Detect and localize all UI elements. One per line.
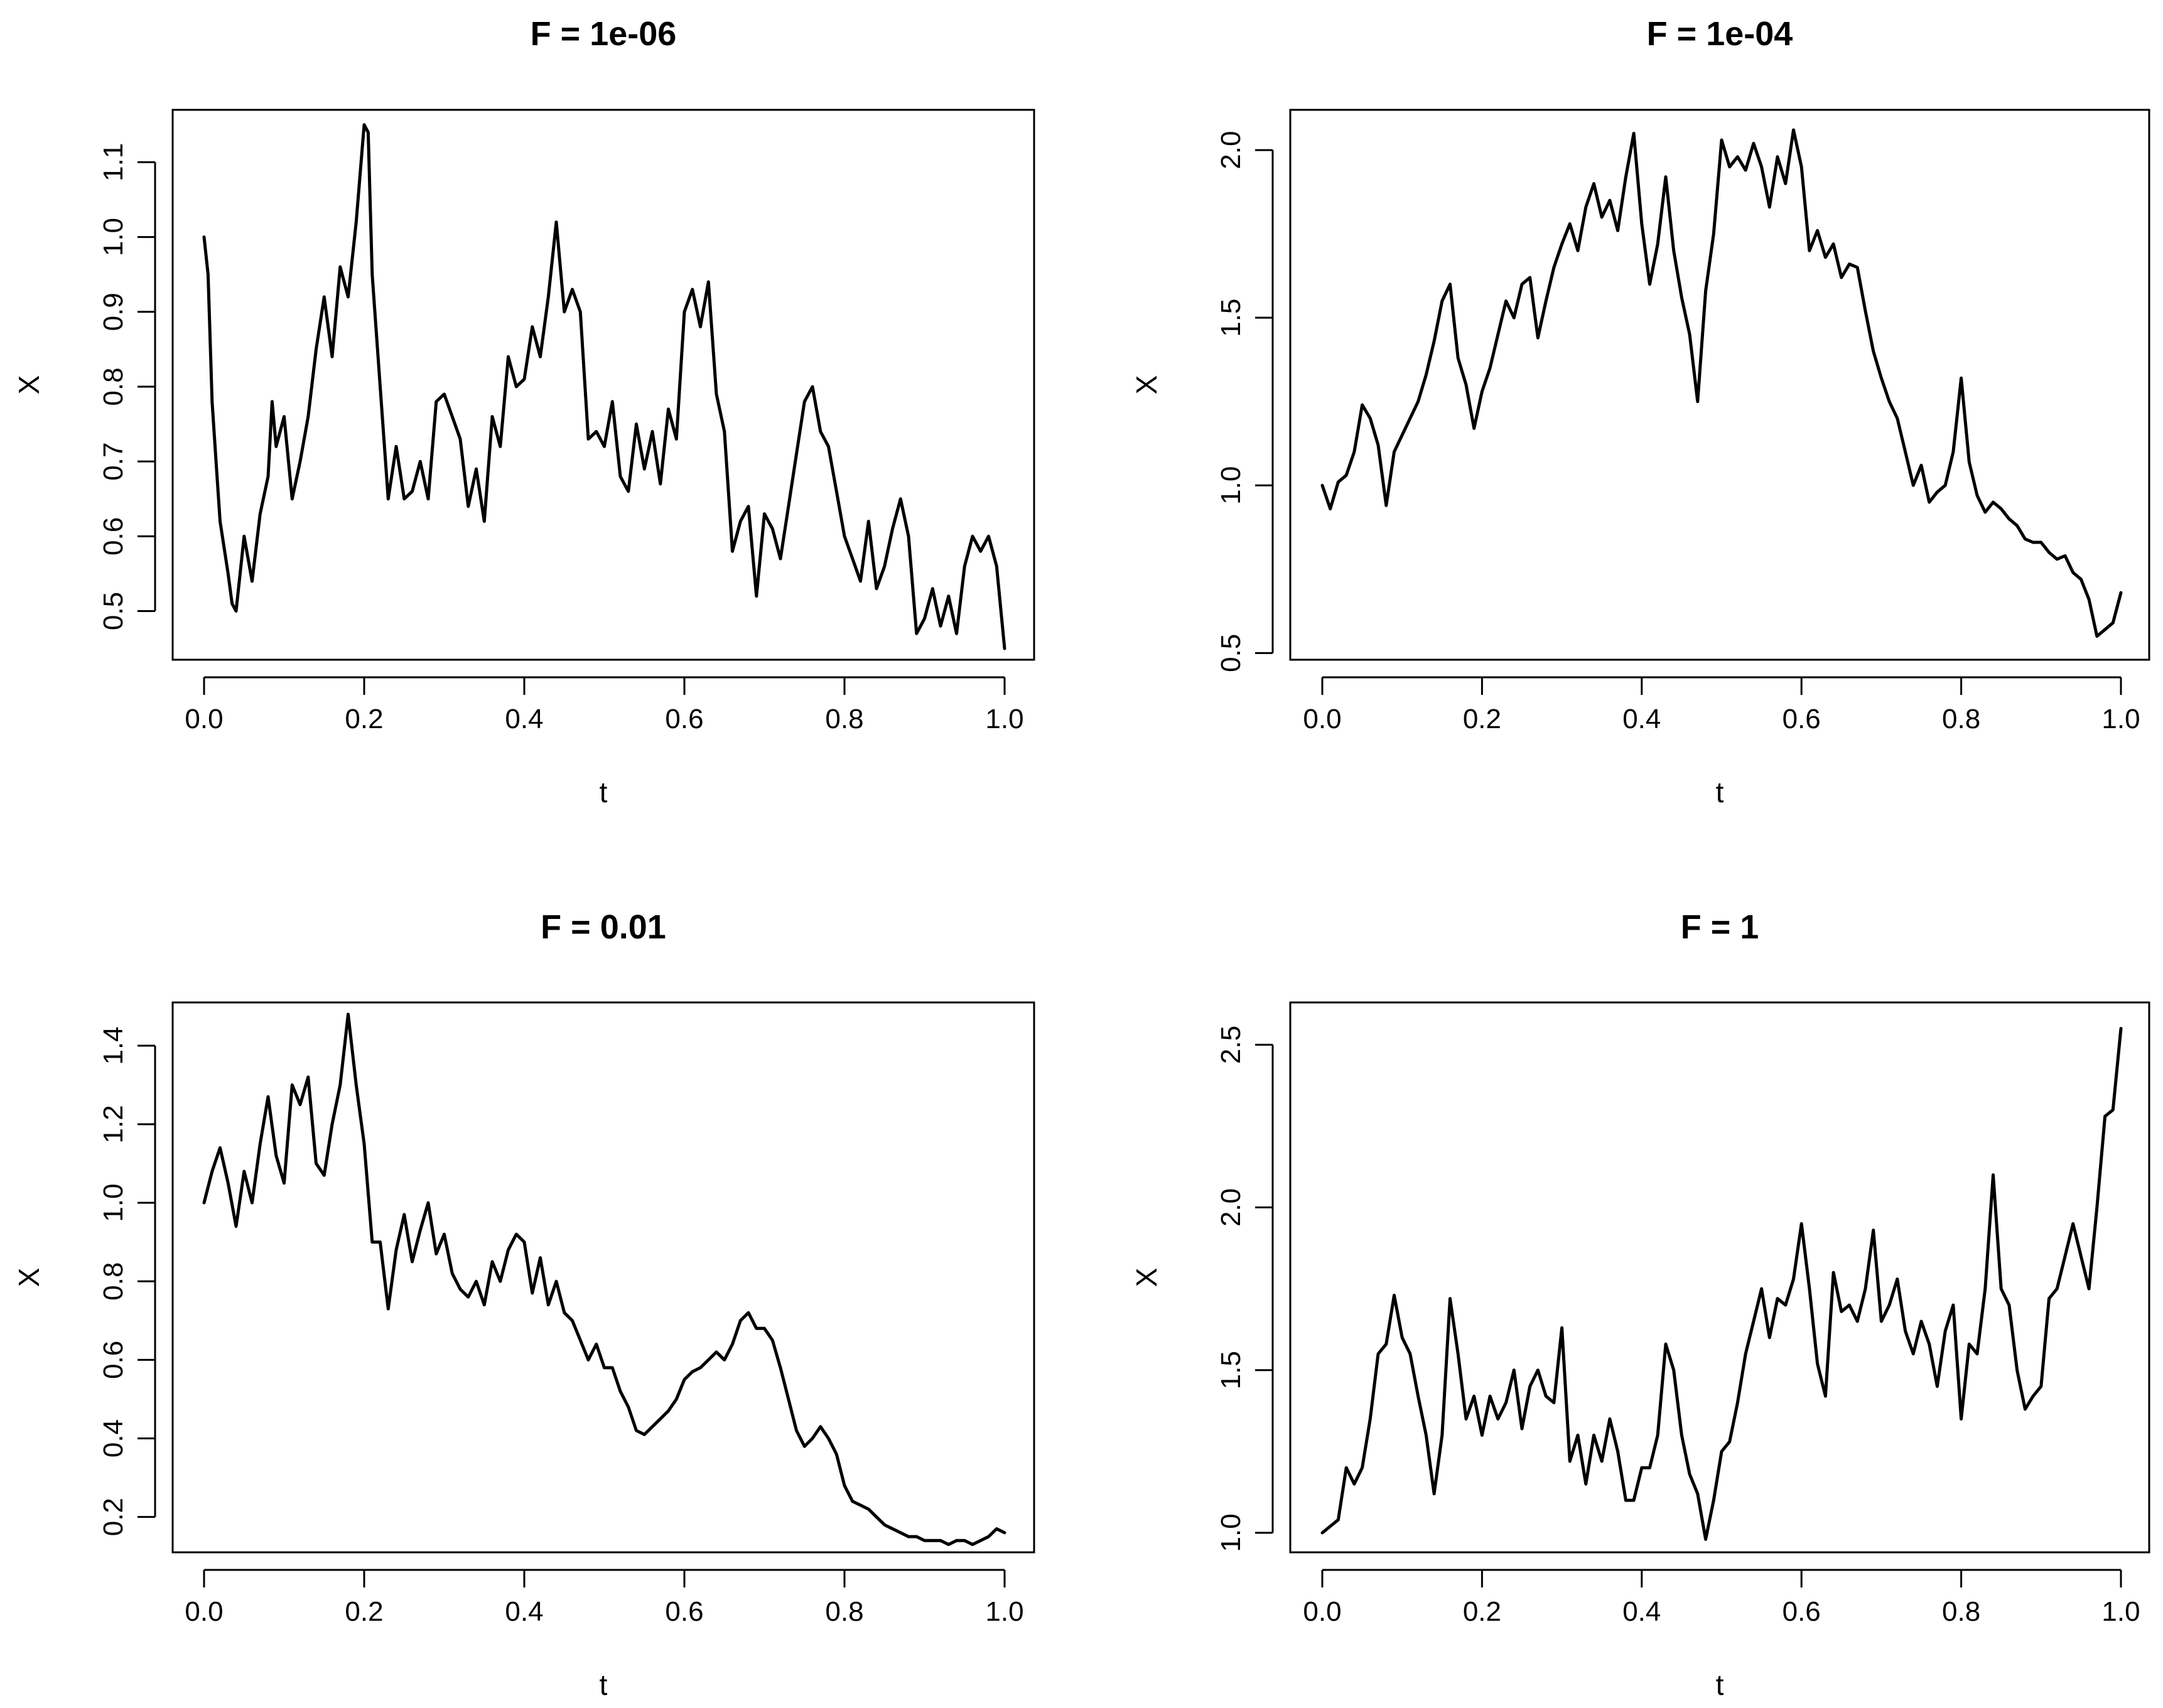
x-tick-label: 0.8	[1942, 1596, 1980, 1627]
y-tick-label: 0.8	[98, 367, 129, 406]
x-axis-label: t	[1716, 776, 1724, 808]
y-tick-label: 0.7	[98, 443, 129, 481]
series-line	[202, 123, 1006, 650]
x-tick-label: 0.2	[345, 1596, 383, 1627]
panel-bottom-left: F = 0.01 0.0 0.2 0.4 0.6 0.8 1.0 0.2 0.4 0.6 0.8 1.…	[13, 908, 1035, 1701]
x-axis-label: t	[600, 1668, 608, 1701]
x-tick-label: 0.6	[665, 1596, 703, 1627]
y-tick-label: 0.8	[98, 1262, 129, 1301]
y-axis-label: X	[1130, 1268, 1163, 1287]
x-tick-label: 0.8	[825, 704, 863, 734]
x-tick-label: 0.6	[665, 704, 703, 734]
x-tick-label: 1.0	[2101, 704, 2140, 734]
panel-top-right: F = 1e-04 0.0 0.2 0.4 0.6 0.8 1.0 0.5 1.0 1.5 2.0 t…	[1130, 15, 2150, 808]
y-tick-label: 1.0	[98, 218, 129, 256]
x-tick-label: 0.2	[345, 704, 383, 734]
y-axis-label: X	[13, 375, 45, 395]
y-tick-label: 0.5	[98, 592, 129, 630]
y-tick-label: 1.5	[1216, 299, 1246, 337]
series-line	[1320, 128, 2123, 638]
x-tick-label: 0.4	[505, 1596, 543, 1627]
x-tick-label: 0.4	[1622, 1596, 1661, 1627]
plot-frame	[1289, 1001, 2150, 1554]
x-tick-label: 0.0	[1303, 1596, 1341, 1627]
chart-title: F = 0.01	[541, 908, 666, 946]
y-tick-label: 2.0	[1216, 131, 1246, 169]
series-line	[202, 1012, 1006, 1546]
y-tick-label: 2.0	[1216, 1188, 1246, 1227]
y-tick-label: 0.6	[98, 517, 129, 556]
x-tick-label: 0.6	[1783, 704, 1821, 734]
y-tick-label: 1.1	[98, 143, 129, 181]
x-tick-label: 0.0	[185, 1596, 223, 1627]
x-tick-label: 0.2	[1463, 1596, 1501, 1627]
x-tick-label: 1.0	[985, 704, 1023, 734]
y-axis-label: X	[13, 1268, 45, 1287]
x-tick-label: 0.6	[1783, 1596, 1821, 1627]
x-tick-label: 0.4	[505, 704, 543, 734]
x-tick-label: 0.8	[825, 1596, 863, 1627]
y-tick-label: 0.6	[98, 1341, 129, 1379]
series-line	[1320, 1027, 2123, 1541]
plot-frame	[1289, 109, 2150, 661]
y-tick-label: 2.5	[1216, 1026, 1246, 1064]
panel-bottom-right: F = 1 0.0 0.2 0.4 0.6 0.8 1.0 1.0 1.5 2.0 2.5 t X	[1130, 908, 2150, 1701]
x-tick-label: 0.2	[1463, 704, 1501, 734]
x-axis-label: t	[1716, 1668, 1724, 1701]
plot-frame	[171, 109, 1035, 661]
y-tick-label: 1.2	[98, 1105, 129, 1143]
y-tick-label: 1.0	[1216, 466, 1246, 505]
x-axis-label: t	[600, 776, 608, 808]
plot-frame	[171, 1001, 1035, 1554]
x-tick-label: 0.0	[1303, 704, 1341, 734]
y-tick-label: 1.0	[1216, 1513, 1246, 1552]
y-tick-label: 0.2	[98, 1498, 129, 1536]
chart-title: F = 1e-06	[531, 15, 677, 53]
y-axis-label: X	[1130, 375, 1163, 395]
x-tick-label: 0.8	[1942, 704, 1980, 734]
x-tick-label: 0.0	[185, 704, 223, 734]
chart-title: F = 1	[1681, 908, 1759, 946]
y-tick-label: 0.9	[98, 293, 129, 331]
x-tick-label: 1.0	[2101, 1596, 2140, 1627]
x-tick-label: 1.0	[985, 1596, 1023, 1627]
y-tick-label: 1.5	[1216, 1351, 1246, 1389]
x-tick-label: 0.4	[1622, 704, 1661, 734]
y-tick-label: 1.4	[98, 1026, 129, 1065]
chart-title: F = 1e-04	[1647, 15, 1793, 53]
panel-top-left: F = 1e-06 0.0 0.2 0.4 0.6 0.8 1.0 0.5 0.6 0.7 0.8 0…	[13, 15, 1035, 808]
y-tick-label: 0.5	[1216, 634, 1246, 672]
y-tick-label: 0.4	[98, 1419, 129, 1458]
y-tick-label: 1.0	[98, 1184, 129, 1222]
